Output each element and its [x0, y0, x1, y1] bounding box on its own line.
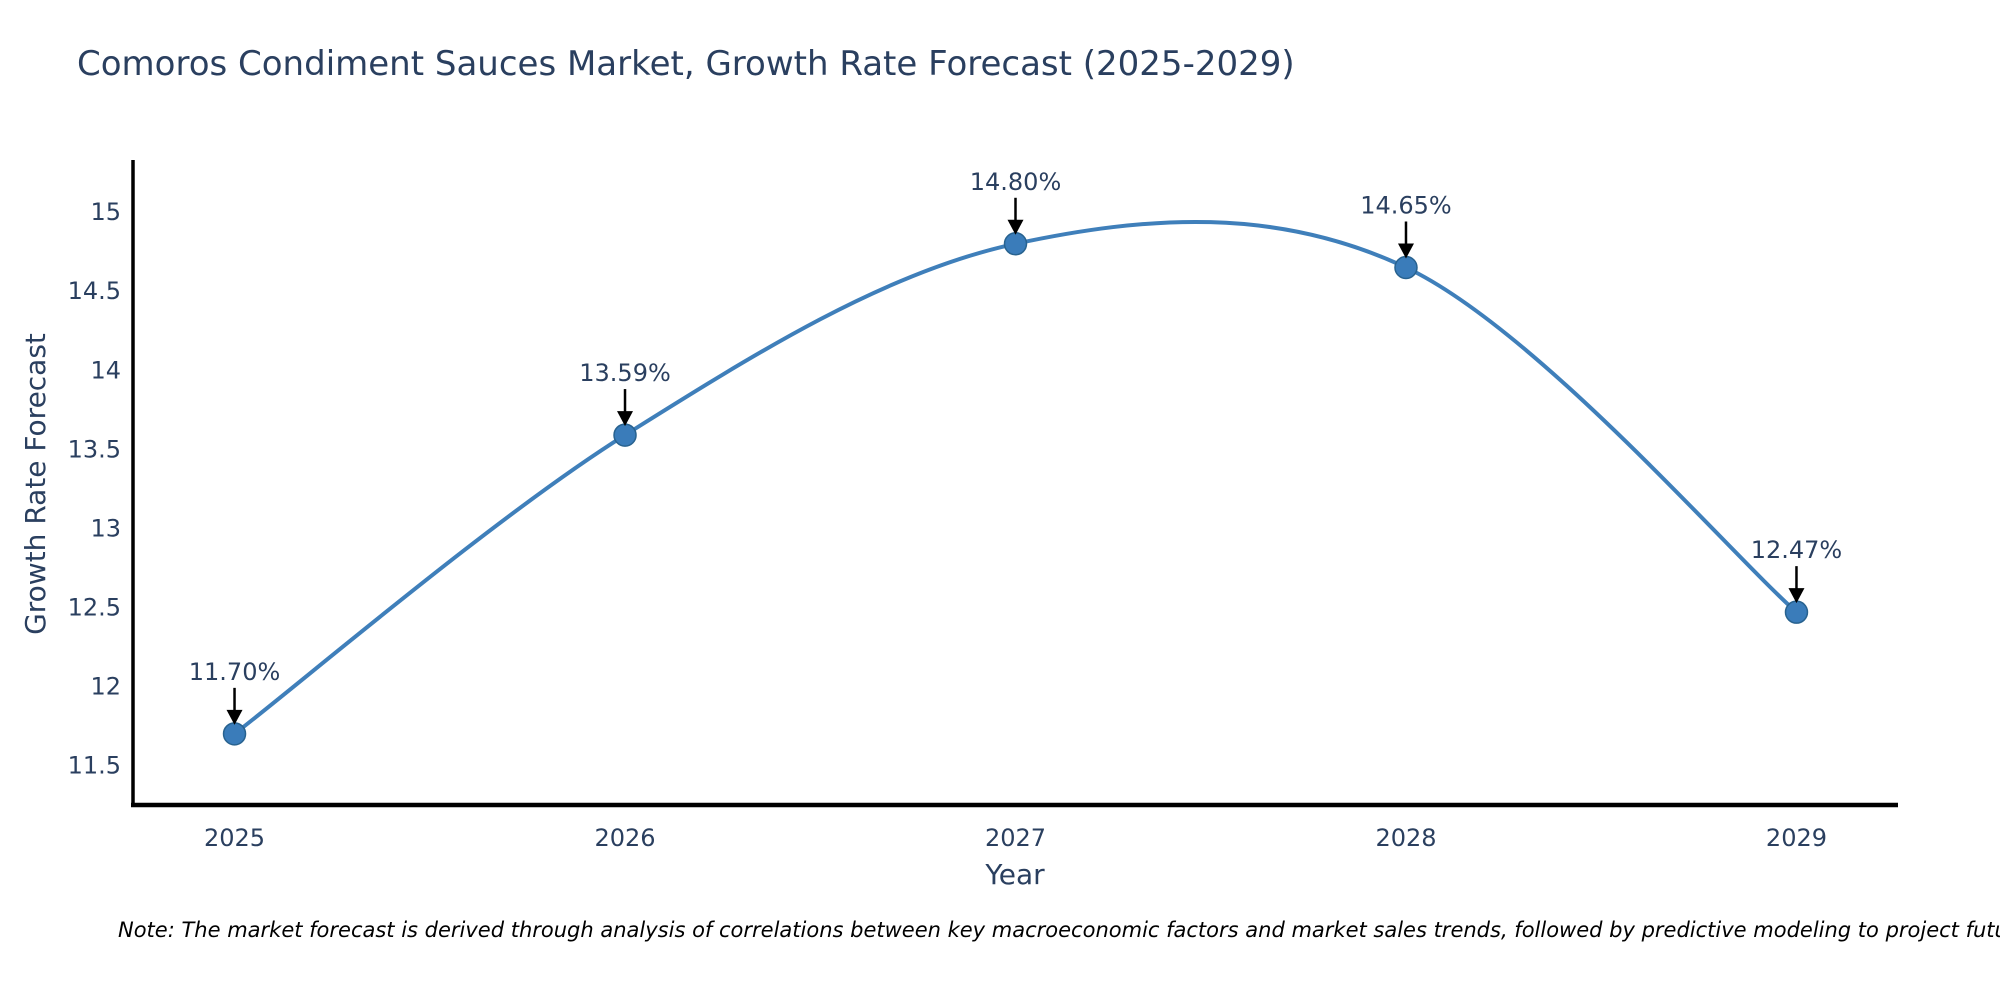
annotation-arrow-head: [1007, 219, 1024, 235]
point-value-label: 12.47%: [1751, 536, 1843, 564]
y-axis-title: Growth Rate Forecast: [19, 333, 52, 635]
x-tick-label: 2025: [204, 824, 265, 852]
y-tick-label: 11.5: [68, 751, 121, 779]
point-value-label: 13.59%: [579, 359, 671, 387]
annotation-arrow-head: [1397, 243, 1414, 259]
data-point[interactable]: [613, 423, 637, 447]
y-tick-label: 14: [90, 356, 121, 384]
x-axis-title: Year: [985, 858, 1045, 891]
x-tick-label: 2027: [985, 824, 1046, 852]
point-value-label: 14.65%: [1360, 192, 1452, 220]
annotation-arrow-head: [226, 709, 243, 725]
x-tick-label: 2026: [594, 824, 655, 852]
x-tick-label: 2028: [1375, 824, 1436, 852]
data-point[interactable]: [1784, 600, 1809, 624]
annotation-arrow-head: [1788, 588, 1805, 604]
y-tick-label: 13: [90, 514, 121, 542]
point-value-label: 14.80%: [970, 168, 1062, 196]
y-tick-label: 14.5: [68, 277, 121, 305]
y-tick-label: 12: [90, 672, 121, 700]
point-value-label: 11.70%: [189, 658, 281, 686]
data-point[interactable]: [1003, 232, 1028, 256]
x-tick-label: 2029: [1766, 824, 1827, 852]
chart-title: Comoros Condiment Sauces Market, Growth …: [77, 44, 1295, 84]
y-tick-label: 15: [90, 198, 121, 226]
data-point[interactable]: [1394, 255, 1418, 280]
forecast-line: [233, 219, 1798, 736]
data-point[interactable]: [222, 722, 247, 746]
y-tick-label: 12.5: [68, 593, 121, 621]
y-tick-label: 13.5: [68, 435, 121, 463]
line-chart-canvas[interactable]: 11.5 12 12.5 13 13.5 14 14.5 15 2025 2026 2027 2028…: [0, 0, 2000, 910]
annotation-arrow-head: [617, 411, 634, 427]
footnote: Note: The market forecast is derived thr…: [118, 918, 2000, 942]
